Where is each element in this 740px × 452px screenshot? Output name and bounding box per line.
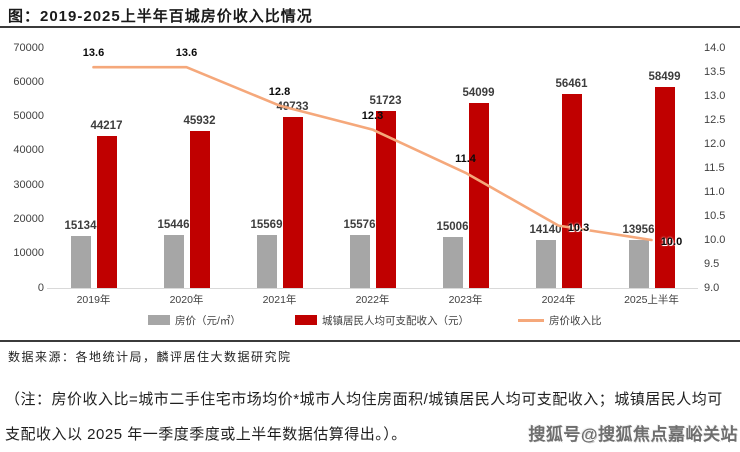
right-axis-tick: 10.5 [704,209,726,222]
bar-housing-price [70,236,91,288]
ratio-label: 10.3 [567,221,590,234]
left-axis-tick: 50000 [13,110,44,123]
x-axis-label: 2023年 [448,294,483,306]
left-axis-tick: 10000 [13,247,44,260]
x-axis-line [47,288,698,289]
bar-housing-price [535,239,556,288]
bar-disposable-income [468,102,489,288]
footnote: （注：房价收入比=城市二手住宅市场均价*城市人均住房面积/城镇居民人均可支配收入… [5,391,723,443]
right-axis-tick: 12.0 [704,137,726,150]
bar-housing-price [349,234,370,288]
right-axis-tick: 9.5 [704,257,720,270]
right-axis-tick: 12.5 [704,113,726,126]
bar-disposable-income [561,94,582,288]
legend-item-price: 房价（元/㎡） [148,313,241,327]
bar-disposable-income [654,87,675,288]
left-axis-tick: 30000 [13,178,44,191]
x-axis-label: 2021年 [262,294,297,306]
right-axis-tick: 11.5 [704,161,725,174]
ratio-label: 13.6 [82,47,105,60]
housing-price-value-label: 15446 [157,219,190,232]
x-axis-label: 2019年 [76,294,111,306]
x-axis-label: 2022年 [355,294,390,306]
ratio-label: 13.6 [175,47,198,60]
bar-housing-price [256,234,277,288]
left-axis-tick: 70000 [13,41,44,54]
x-axis-label: 2020年 [169,294,204,306]
left-axis-tick: 0 [37,281,44,294]
bar-disposable-income [282,117,303,288]
housing-price-value-label: 15569 [250,218,283,231]
income-value-label: 44217 [90,120,123,133]
legend-line-swatch [518,318,544,322]
legend-label: 房价收入比 [549,314,602,327]
watermark: 搜狐号@搜狐焦点嘉峪关站 [528,425,738,444]
bar-disposable-income [189,130,210,288]
legend-label: 城镇居民人均可支配收入（元） [322,314,469,327]
middle-divider [0,340,740,342]
top-divider [0,26,740,28]
housing-price-value-label: 13956 [622,224,655,237]
right-axis-tick: 13.0 [704,89,726,102]
ratio-label: 12.8 [268,85,291,98]
housing-price-value-label: 15134 [64,220,97,233]
left-axis-tick: 60000 [13,75,44,88]
bar-housing-price [442,236,463,288]
right-axis-tick: 13.5 [704,65,726,78]
ratio-label: 10.0 [660,236,683,248]
price-to-income-combo-chart: 0 10000 20000 30000 40000 50000 60000 70000 14.0… [13,41,726,327]
page-title: 图：2019-2025上半年百城房价收入比情况 [8,8,313,25]
bar-disposable-income [96,136,117,288]
housing-price-value-label: 15006 [436,220,469,233]
legend-item-ratio: 房价收入比 [518,313,602,327]
bar-housing-price [163,235,184,288]
legend-item-income: 城镇居民人均可支配收入（元） [295,313,469,327]
x-axis-label: 2025上半年 [624,294,679,306]
income-value-label: 45932 [183,114,216,127]
left-axis-tick: 20000 [13,212,44,225]
ratio-label: 12.3 [361,109,384,122]
right-axis-tick: 14.0 [704,41,726,54]
legend-bar-swatch [295,315,317,325]
income-value-label: 51723 [369,94,402,107]
bar-disposable-income [375,110,396,288]
right-axis-tick: 9.0 [704,281,720,294]
housing-price-value-label: 15576 [343,218,376,231]
x-axis-label: 2024年 [541,294,576,306]
income-value-label: 58499 [648,71,681,84]
legend-label: 房价（元/㎡） [175,314,241,327]
income-value-label: 49733 [276,101,309,114]
legend-bar-swatch [148,315,170,325]
right-axis-tick: 11.0 [704,185,725,198]
income-value-label: 56461 [555,78,588,91]
right-axis-tick: 10.0 [704,233,726,246]
ratio-label: 11.4 [455,152,476,165]
income-value-label: 54099 [462,86,495,99]
data-source-note: 数据来源：各地统计局，麟评居住大数据研究院 [8,350,292,364]
left-axis-tick: 40000 [13,144,44,157]
bar-housing-price [628,240,649,288]
